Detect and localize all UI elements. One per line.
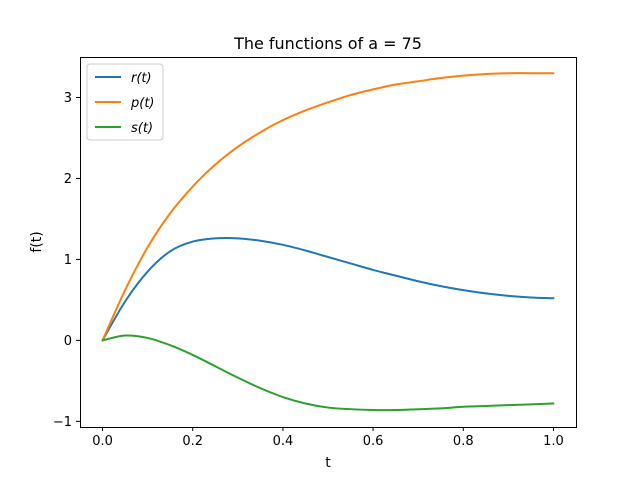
legend-box [86, 63, 164, 141]
legend-label: p(t) [130, 96, 155, 111]
axes-frame [80, 57, 577, 428]
legend: r(t) p(t) s(t) [86, 63, 164, 141]
chart-title: The functions of a = 75 [233, 34, 422, 53]
x-tick-label: 0.2 [182, 434, 203, 449]
y-tick-label: −1 [53, 415, 72, 430]
y-tick-label: 3 [64, 91, 72, 106]
x-axis-label: t [325, 455, 331, 471]
y-tick-label: 2 [64, 172, 72, 187]
series-line-rt [101, 237, 555, 342]
x-tick-label: 0.8 [453, 434, 474, 449]
x-tick-label: 0.6 [363, 434, 384, 449]
x-tick-label: 0.4 [273, 434, 294, 449]
x-tick-label: 1.0 [543, 434, 564, 449]
x-tick-label: 0.0 [92, 434, 113, 449]
y-tick-label: 0 [64, 334, 72, 349]
legend-label: r(t) [131, 71, 152, 86]
axis-ticks: 0.0 0.2 0.4 0.6 0.8 1.0 −1 0 1 2 3 [53, 91, 564, 449]
y-axis-label: f(t) [29, 231, 45, 252]
y-tick-label: 1 [64, 253, 72, 268]
legend-label: s(t) [131, 121, 153, 136]
plot-area [101, 72, 555, 412]
series-line-pt [101, 72, 555, 342]
series-line-st [101, 334, 555, 412]
